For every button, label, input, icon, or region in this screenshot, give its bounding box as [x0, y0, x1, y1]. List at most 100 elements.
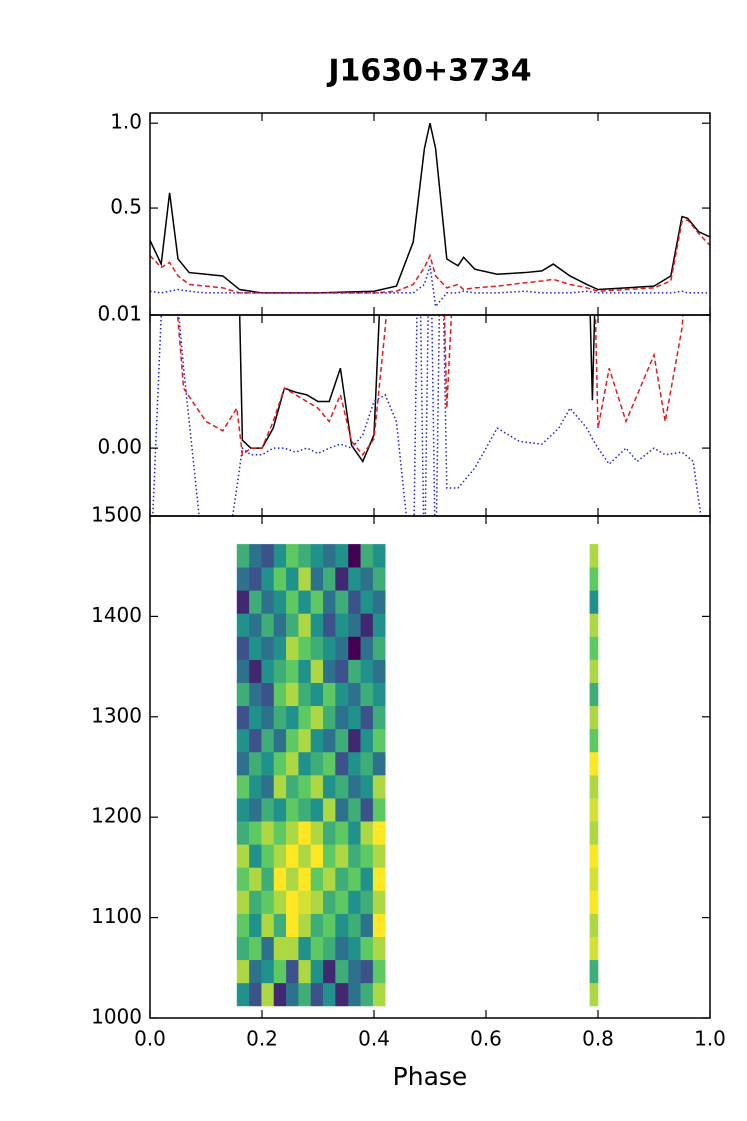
heatmap-cell — [310, 798, 324, 822]
heatmap-cell — [273, 590, 287, 614]
x-tick-label: 0.2 — [246, 1027, 278, 1051]
heatmap-cell — [360, 959, 374, 984]
heatmap-cell — [589, 959, 599, 984]
heatmap-cell — [273, 613, 287, 637]
heatmap-cell — [348, 567, 361, 591]
heatmap-cell — [335, 821, 349, 845]
heatmap-cell — [298, 636, 312, 660]
heatmap-cell — [348, 590, 361, 614]
heatmap-cell — [360, 544, 374, 568]
heatmap-cell — [310, 590, 324, 614]
heatmap-cell — [310, 821, 324, 845]
heatmap-cell — [249, 982, 262, 1007]
heatmap-cell — [261, 775, 275, 799]
heatmap-cell — [372, 913, 386, 937]
heatmap-cell — [286, 659, 299, 683]
heatmap-cell — [589, 544, 599, 568]
x-axis-label: Phase — [393, 1062, 468, 1091]
heatmap-cell — [372, 798, 386, 822]
y-tick-label: 1.0 — [110, 110, 142, 134]
heatmap-cell — [360, 705, 374, 730]
heatmap-cell — [286, 821, 299, 845]
heatmap-cell — [261, 890, 275, 914]
heatmap-cell — [273, 798, 287, 822]
heatmap-cell — [236, 544, 250, 568]
heatmap-cell — [589, 867, 599, 891]
heatmap-cell — [360, 613, 374, 637]
heatmap-cell — [335, 659, 349, 683]
heatmap-cell — [372, 867, 386, 891]
heatmap-cell — [236, 636, 250, 660]
heatmap-cell — [323, 590, 336, 614]
heatmap-cell — [286, 844, 299, 868]
heatmap-cell — [323, 821, 336, 845]
heatmap-cell — [236, 844, 250, 868]
heatmap-cell — [310, 705, 324, 730]
heatmap-cell — [286, 705, 299, 730]
heatmap-cell — [589, 982, 599, 1007]
heatmap-cell — [323, 867, 336, 891]
heatmap-cell — [298, 728, 312, 753]
heatmap-cell — [310, 844, 324, 868]
heatmap-cell — [372, 682, 386, 707]
heatmap-cell — [372, 728, 386, 753]
plot-area — [151, 315, 702, 516]
y-tick-label: 1200 — [91, 804, 142, 828]
heatmap-cell — [372, 959, 386, 984]
heatmap-cell — [372, 567, 386, 591]
heatmap-cell — [273, 936, 287, 961]
heatmap-cell — [286, 959, 299, 984]
heatmap-cell — [236, 728, 250, 753]
heatmap-cell — [310, 613, 324, 637]
heatmap-cell — [249, 567, 262, 591]
heatmap-cell — [335, 636, 349, 660]
y-tick-label: 0.01 — [97, 302, 142, 326]
heatmap-cell — [298, 775, 312, 799]
heatmap-cell — [273, 775, 287, 799]
x-tick-label: 0.0 — [134, 1027, 166, 1051]
heatmap-cell — [286, 936, 299, 961]
heatmap-cell — [335, 682, 349, 707]
heatmap-cell — [298, 844, 312, 868]
heatmap-cell — [261, 844, 275, 868]
heatmap-cell — [249, 821, 262, 845]
heatmap-cell — [360, 728, 374, 753]
heatmap-cell — [298, 936, 312, 961]
heatmap-cell — [310, 936, 324, 961]
heatmap-cell — [372, 775, 386, 799]
y-tick-label: 0.5 — [110, 195, 142, 219]
heatmap-cell — [261, 659, 275, 683]
heatmap-cell — [249, 659, 262, 683]
axes-frame — [149, 314, 711, 517]
heatmap-cell — [249, 959, 262, 984]
heatmap-cell — [310, 636, 324, 660]
x-tick-label: 0.8 — [582, 1027, 614, 1051]
heatmap-cell — [589, 682, 599, 707]
heatmap-cell — [323, 659, 336, 683]
heatmap-cell — [298, 913, 312, 937]
heatmap-cell — [360, 936, 374, 961]
y-tick-label: 1000 — [91, 1005, 142, 1029]
heatmap-cell — [372, 659, 386, 683]
heatmap-cell — [348, 544, 361, 568]
heatmap-cell — [335, 890, 349, 914]
heatmap-cell — [286, 798, 299, 822]
heatmap-cell — [249, 890, 262, 914]
heatmap-cell — [273, 728, 287, 753]
heatmap-cell — [372, 821, 386, 845]
heatmap-cell — [273, 913, 287, 937]
heatmap-cell — [372, 613, 386, 637]
heatmap-cell — [273, 567, 287, 591]
heatmap-cell — [273, 890, 287, 914]
heatmap-cell — [261, 821, 275, 845]
heatmap-cell — [273, 659, 287, 683]
heatmap-cell — [589, 567, 599, 591]
heatmap-cell — [372, 936, 386, 961]
profile-line — [238, 315, 596, 463]
heatmap-cell — [335, 775, 349, 799]
heatmap-cell — [261, 613, 275, 637]
heatmap-cell — [298, 659, 312, 683]
heatmap-cell — [335, 982, 349, 1007]
heatmap-cell — [310, 775, 324, 799]
plot-area — [236, 544, 599, 1007]
